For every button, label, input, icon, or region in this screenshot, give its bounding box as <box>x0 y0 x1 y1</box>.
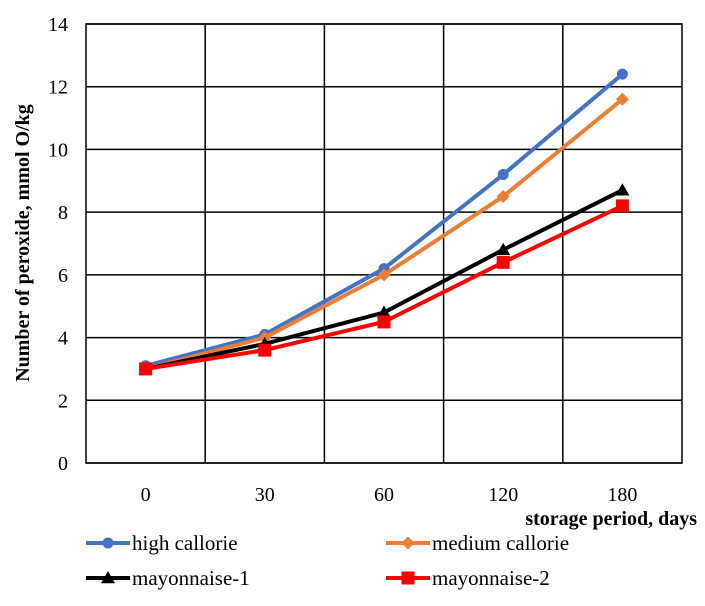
x-axis-title: storage period, days <box>525 508 697 530</box>
x-tick-label: 120 <box>488 484 518 506</box>
legend-marker <box>401 536 415 550</box>
y-tick-label: 14 <box>48 14 68 36</box>
x-tick-label: 60 <box>374 484 394 506</box>
legend-marker <box>102 537 114 549</box>
x-tick-label: 180 <box>607 484 637 506</box>
y-axis-tick-labels: 0 2 4 6 8 10 12 14 <box>48 14 68 475</box>
legend-label: high callorie <box>132 531 238 555</box>
data-point <box>615 199 629 213</box>
legend-item: mayonnaise-2 <box>386 566 550 590</box>
series-layer <box>138 68 630 376</box>
y-tick-label: 6 <box>58 265 68 287</box>
x-tick-label: 0 <box>141 484 151 506</box>
data-point <box>497 169 509 181</box>
plot-area-border <box>85 23 683 464</box>
legend-item: mayonnaise-1 <box>86 566 250 590</box>
series-medium-callorie <box>139 92 629 376</box>
series-line <box>145 97 624 371</box>
legend-label: medium callorie <box>432 531 569 555</box>
data-point <box>377 305 391 318</box>
data-point <box>496 189 510 203</box>
data-point <box>615 92 629 106</box>
data-point <box>496 242 511 256</box>
series-line <box>145 204 624 371</box>
data-point <box>496 255 510 269</box>
x-axis-tick-labels: 0 30 60 120 180 <box>141 484 638 506</box>
data-point <box>377 315 391 329</box>
legend-label: mayonnaise-2 <box>432 566 550 590</box>
data-point <box>258 343 272 357</box>
y-tick-label: 0 <box>58 453 68 475</box>
data-point <box>377 268 391 282</box>
legend-item: high callorie <box>86 531 238 555</box>
legend: high callorie medium callorie mayonnaise-1… <box>86 531 569 590</box>
y-axis-title: Number of peroxide, mmol O/kg <box>12 104 34 382</box>
data-point <box>616 68 628 80</box>
x-tick-label: 30 <box>255 484 275 506</box>
y-tick-label: 12 <box>48 77 68 99</box>
legend-marker <box>101 571 115 584</box>
y-tick-label: 10 <box>48 139 68 161</box>
y-tick-label: 4 <box>58 328 68 350</box>
series-mayonnaise-2 <box>139 199 629 376</box>
y-tick-label: 2 <box>58 390 68 412</box>
data-point <box>615 183 630 196</box>
grid <box>85 23 683 464</box>
data-point <box>139 362 153 376</box>
legend-marker <box>401 571 415 585</box>
legend-item: medium callorie <box>386 531 569 555</box>
legend-label: mayonnaise-1 <box>132 566 250 590</box>
y-tick-label: 8 <box>58 202 68 224</box>
